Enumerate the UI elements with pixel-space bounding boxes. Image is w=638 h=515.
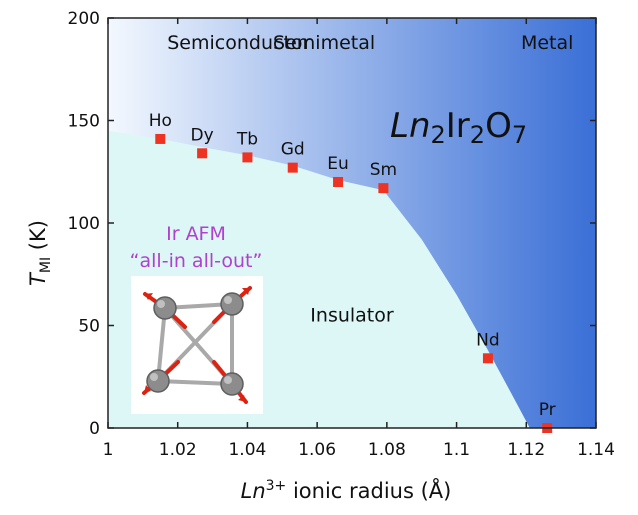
formula-ir: Ir [446, 106, 470, 146]
y-title-sub: MI [38, 257, 54, 273]
formula-ln: Ln [390, 106, 431, 146]
x-title-rest: ionic radius (Å) [286, 477, 451, 503]
point-label-gd: Gd [281, 140, 305, 160]
inset-label-ir-afm: Ir AFM [166, 223, 226, 245]
y-axis-ticks [108, 17, 596, 429]
x-tick-label: 1.02 [159, 440, 197, 460]
y-tick-label: 150 [68, 112, 100, 132]
point-label-sm: Sm [370, 160, 397, 180]
x-tick-label: 1.06 [298, 440, 336, 460]
x-tick-label: 1.12 [507, 440, 545, 460]
y-tick-label: 100 [68, 214, 100, 234]
y-title-rest: (K) [26, 220, 50, 257]
marker-gd [287, 162, 298, 173]
formula-sub-3: 7 [512, 121, 527, 149]
formula-sub-1: 2 [431, 121, 446, 149]
point-label-tb: Tb [236, 129, 258, 149]
x-title-italic: Ln [241, 479, 266, 503]
x-tick-label: 1.08 [368, 440, 406, 460]
y-tick-label: 50 [78, 317, 100, 337]
point-label-nd: Nd [476, 330, 500, 350]
x-axis-title: Ln3+ ionic radius (Å) [241, 477, 452, 503]
x-tick-label: 1 [103, 440, 114, 460]
point-label-ho: Ho [149, 111, 172, 131]
y-title-main: T [26, 271, 50, 286]
y-tick-label: 0 [89, 419, 100, 439]
x-axis-ticks [107, 18, 597, 428]
marker-sm [378, 183, 389, 194]
point-label-dy: Dy [191, 125, 214, 145]
inset-label-all-in-all-out: “all-in all-out” [130, 250, 263, 272]
data-point-labels: Ho Dy Tb Gd Eu Sm Nd Pr [149, 111, 556, 420]
marker-eu [333, 177, 344, 187]
point-label-eu: Eu [327, 154, 349, 174]
marker-nd [482, 353, 493, 364]
x-axis-tick-labels: 1 1.02 1.04 1.06 1.08 1.1 1.12 1.14 [103, 440, 615, 460]
formula-sub-2: 2 [470, 121, 485, 149]
tetrahedron-inset [131, 276, 263, 414]
compound-formula: Ln2Ir2O7 [390, 106, 527, 149]
point-label-pr: Pr [539, 400, 556, 420]
y-tick-label: 200 [68, 9, 100, 29]
marker-dy [197, 148, 208, 159]
x-tick-label: 1.14 [577, 440, 615, 460]
x-tick-label: 1.1 [443, 440, 470, 460]
marker-ho [155, 133, 166, 144]
region-label-semiconductor: Semiconductor [167, 32, 310, 54]
region-label-metal: Metal [521, 32, 573, 54]
y-axis-tick-labels: 0 50 100 150 200 [68, 9, 100, 439]
y-axis-title: TMI (K) [26, 220, 54, 286]
region-label-insulator: Insulator [310, 304, 394, 326]
x-tick-label: 1.04 [228, 440, 266, 460]
formula-o: O [485, 106, 512, 146]
region-label-semimetal: Semimetal [273, 32, 375, 54]
x-title-sup: 3+ [266, 478, 287, 494]
marker-tb [242, 152, 253, 163]
region-labels: Semiconductor Semimetal Metal Insulator [167, 32, 573, 327]
